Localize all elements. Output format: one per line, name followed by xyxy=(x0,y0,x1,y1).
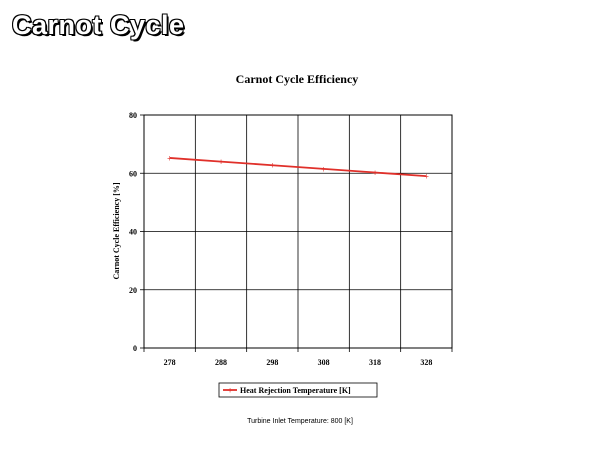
x-tick-label: 298 xyxy=(266,358,278,367)
legend-label: Heat Rejection Temperature [K] xyxy=(240,386,351,395)
chart-title: Carnot Cycle Efficiency xyxy=(236,72,359,86)
x-tick-label: 278 xyxy=(164,358,176,367)
series-group: + + + + + + xyxy=(167,154,430,180)
data-point: + xyxy=(423,173,429,181)
x-ticks: 278 288 298 308 318 328 xyxy=(143,348,453,367)
x-tick-label: 308 xyxy=(318,358,330,367)
legend-box xyxy=(218,382,378,398)
turbine-inlet-note: Turbine Inlet Temperature: 800 [K] xyxy=(247,418,353,425)
y-tick-label: 20 xyxy=(129,286,137,295)
grid-lines xyxy=(144,115,452,348)
y-tick-label: 0 xyxy=(133,344,137,353)
legend: + Heat Rejection Temperature [K] xyxy=(218,382,378,398)
data-point: + xyxy=(372,169,378,177)
x-tick-label: 288 xyxy=(215,358,227,367)
y-axis-label: Carnot Cycle Efficiency [%] xyxy=(112,182,121,279)
y-tick-label: 40 xyxy=(129,228,137,237)
x-tick-label: 328 xyxy=(420,358,432,367)
data-point: + xyxy=(321,165,327,173)
y-tick-label: 60 xyxy=(129,169,137,178)
y-ticks: 0 20 40 60 80 xyxy=(129,111,144,353)
data-point: + xyxy=(269,162,275,170)
legend-swatch-marker: + xyxy=(227,387,233,395)
slide-title: Carnot Cycle xyxy=(12,10,185,40)
series-line xyxy=(169,157,427,178)
x-tick-label: 318 xyxy=(369,358,381,367)
data-point: + xyxy=(218,158,224,166)
y-tick-label: 80 xyxy=(129,111,137,120)
data-point: + xyxy=(167,154,173,162)
